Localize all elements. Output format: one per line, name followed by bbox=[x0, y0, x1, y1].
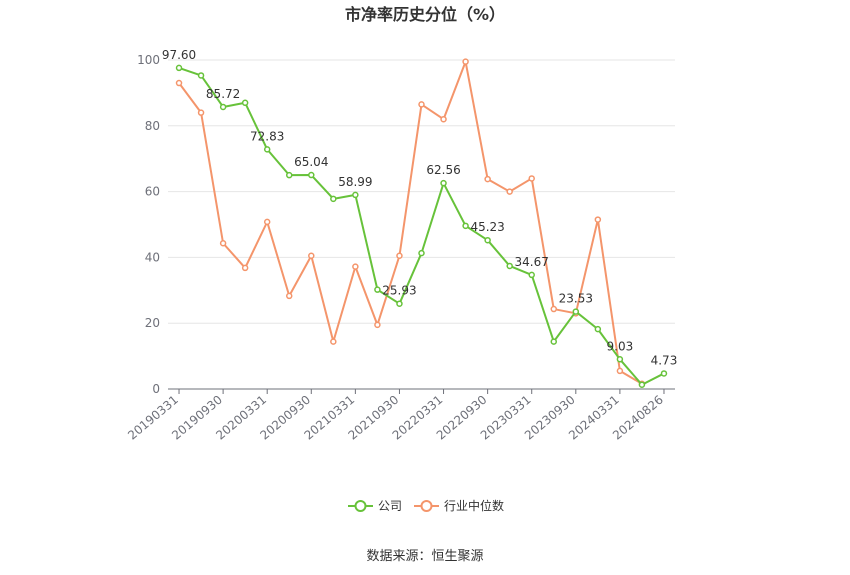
chart-title: 市净率历史分位（%） bbox=[345, 5, 505, 24]
data-label-20200930: 65.04 bbox=[294, 155, 328, 169]
series-0-point-20200630 bbox=[285, 171, 293, 179]
series-1-point-20231231 bbox=[594, 216, 602, 223]
data-label-20240331: 9.03 bbox=[607, 339, 634, 353]
legend-swatch-marker-0 bbox=[354, 500, 367, 512]
series-1-point-20210331 bbox=[352, 263, 359, 270]
legend-item-0[interactable]: 公司 bbox=[348, 499, 402, 513]
series-1-point-20211231 bbox=[418, 101, 425, 108]
series-0-point-20190331 bbox=[175, 64, 183, 72]
series-0-point-20191231 bbox=[241, 99, 249, 107]
series-0-point-20210930 bbox=[396, 300, 403, 307]
series-0-point-20220930 bbox=[484, 236, 491, 244]
series-0-point-20190630 bbox=[197, 72, 205, 79]
series-1-point-20230630 bbox=[550, 305, 558, 313]
series-1-point-20200331 bbox=[263, 218, 271, 226]
series-0-point-20200331 bbox=[263, 146, 271, 153]
data-label-20220930: 45.23 bbox=[470, 220, 504, 234]
series-1-point-20200630 bbox=[285, 292, 293, 300]
legend-swatch-marker-1 bbox=[420, 500, 433, 512]
legend-label-0: 公司 bbox=[378, 499, 402, 513]
series-0-point-20211231 bbox=[418, 249, 425, 257]
series-line-1 bbox=[178, 60, 643, 385]
y-tick-label-40: 40 bbox=[145, 250, 160, 264]
series-1-point-20221231 bbox=[506, 188, 513, 195]
y-tick-label-60: 60 bbox=[145, 185, 160, 199]
data-label-20190331: 97.60 bbox=[162, 48, 196, 62]
series-1-point-20201231 bbox=[330, 338, 337, 345]
series-1-point-20190331 bbox=[175, 79, 183, 87]
series-1-point-20240331 bbox=[616, 367, 624, 375]
data-label-20190930: 85.72 bbox=[206, 87, 240, 101]
series-1-point-20230331 bbox=[528, 175, 535, 182]
data-label-20200331: 72.83 bbox=[250, 129, 284, 143]
series-1-point-20210630 bbox=[374, 321, 381, 329]
series-0-point-20200930 bbox=[308, 171, 315, 179]
series-0-point-20230630 bbox=[550, 338, 558, 345]
series-0-point-20240630 bbox=[638, 381, 646, 388]
source-text: 数据来源：恒生聚源 bbox=[366, 549, 483, 564]
grid-lines bbox=[168, 59, 675, 324]
series-0-point-20210331 bbox=[352, 191, 359, 199]
data-label-20230930: 23.53 bbox=[559, 292, 593, 306]
y-tick-label-80: 80 bbox=[145, 119, 160, 133]
series-0-point-20221231 bbox=[506, 262, 513, 270]
series-0-point-20240331 bbox=[616, 356, 624, 363]
series-line-0 bbox=[178, 66, 665, 386]
data-label-20210331: 58.99 bbox=[338, 175, 372, 189]
series-0-point-20240826 bbox=[660, 370, 668, 377]
series-1-point-20190630 bbox=[197, 109, 205, 116]
series-0-point-20201231 bbox=[330, 195, 337, 203]
series-0-point-20210630 bbox=[374, 286, 381, 293]
y-tick-label-100: 100 bbox=[137, 53, 160, 67]
series-0-point-20230331 bbox=[528, 271, 535, 279]
series-1-point-20210930 bbox=[396, 252, 403, 260]
legend[interactable]: 公司 行业中位数 bbox=[348, 498, 504, 513]
legend-item-1[interactable]: 行业中位数 bbox=[414, 498, 504, 513]
y-axis: 0 20 40 60 80 100 bbox=[137, 53, 160, 396]
series-0-point-20220630 bbox=[462, 222, 469, 230]
data-label-20220331: 62.56 bbox=[426, 163, 460, 177]
series-1-point-20200930 bbox=[308, 252, 315, 260]
series-0-point-20220331 bbox=[440, 179, 447, 187]
data-label-20240826: 4.73 bbox=[651, 353, 678, 367]
data-label-20230331: 34.67 bbox=[515, 255, 549, 269]
series-1-point-20220331 bbox=[440, 115, 447, 123]
series-layer bbox=[175, 58, 668, 388]
series-0-point-20230930 bbox=[572, 308, 580, 315]
series-1-point-20190930 bbox=[219, 240, 227, 247]
y-tick-label-0: 0 bbox=[152, 382, 160, 396]
series-0-point-20190930 bbox=[219, 103, 227, 111]
data-label-20210930: 25.93 bbox=[382, 284, 416, 298]
series-1-point-20191231 bbox=[241, 264, 249, 272]
data-labels: 97.60 85.72 72.83 65.04 58.99 25.93 62.56 45.23… bbox=[162, 48, 677, 368]
series-0-point-20231231 bbox=[594, 325, 602, 333]
series-1-point-20220930 bbox=[484, 175, 491, 183]
y-tick-label-20: 20 bbox=[145, 316, 160, 330]
x-axis: 2019033120190930202003312020093020210331… bbox=[125, 388, 675, 443]
legend-label-1: 行业中位数 bbox=[444, 498, 504, 513]
series-1-point-20220630 bbox=[462, 58, 469, 65]
